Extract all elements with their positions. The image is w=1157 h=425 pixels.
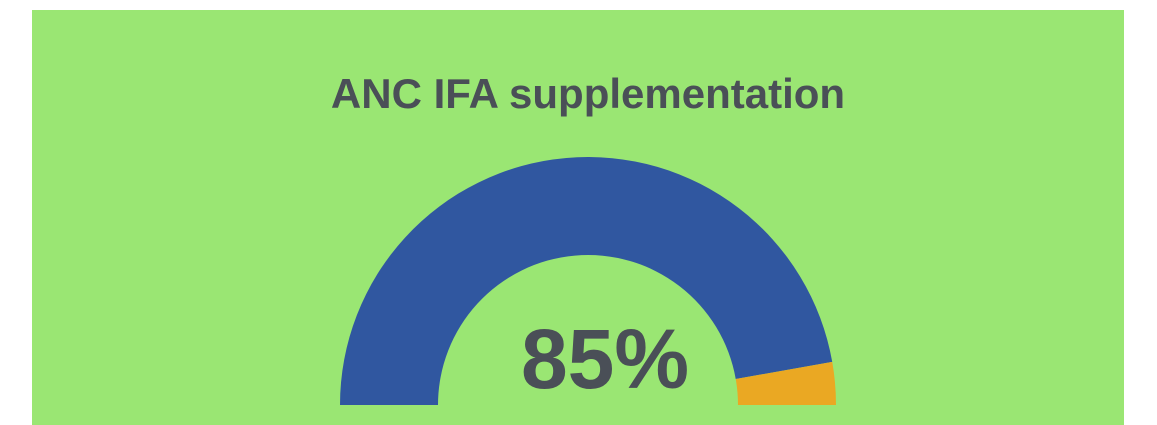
gauge-value-label: 85% [521, 312, 689, 406]
gauge-value [340, 157, 833, 405]
chart-title: ANC IFA supplementation [331, 70, 845, 117]
gauge-remainder [735, 361, 836, 405]
